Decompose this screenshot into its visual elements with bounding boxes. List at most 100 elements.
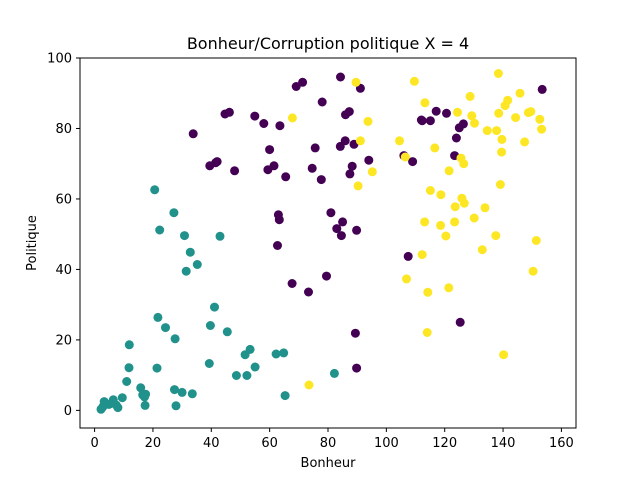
scatter-point bbox=[450, 202, 460, 212]
scatter-point bbox=[444, 166, 454, 176]
scatter-point bbox=[495, 180, 505, 189]
scatter-point bbox=[181, 266, 191, 276]
scatter-point bbox=[310, 143, 320, 153]
scatter-point bbox=[528, 266, 538, 276]
scatter-point bbox=[287, 113, 297, 123]
scatter-point bbox=[403, 251, 413, 261]
scatter-point bbox=[497, 134, 507, 144]
scatter-point bbox=[205, 321, 215, 330]
scatter-point bbox=[367, 167, 377, 177]
scatter-point bbox=[442, 108, 451, 118]
scatter-point bbox=[493, 69, 503, 78]
scatter-point bbox=[450, 217, 460, 227]
scatter-point bbox=[526, 107, 536, 117]
scatter-point bbox=[287, 279, 297, 288]
scatter-point bbox=[451, 133, 461, 143]
scatter-point bbox=[322, 271, 331, 281]
scatter-point bbox=[210, 302, 219, 312]
scatter-point bbox=[304, 380, 314, 390]
scatter-point bbox=[336, 231, 346, 241]
scatter-point bbox=[242, 371, 252, 380]
scatter-point bbox=[122, 377, 132, 386]
y-tick-label: 0 bbox=[64, 404, 72, 419]
scatter-point bbox=[265, 145, 275, 155]
scatter-point bbox=[422, 328, 432, 337]
scatter-point bbox=[436, 190, 446, 200]
x-tick-label: 40 bbox=[203, 436, 220, 451]
scatter-point bbox=[336, 72, 345, 82]
scatter-point bbox=[124, 363, 134, 373]
scatter-point bbox=[298, 77, 308, 87]
scatter-point bbox=[465, 91, 475, 101]
scatter-point bbox=[274, 215, 284, 225]
y-tick-label: 20 bbox=[55, 333, 72, 348]
scatter-point bbox=[470, 118, 479, 128]
y-tick-label: 80 bbox=[55, 122, 72, 137]
scatter-point bbox=[180, 231, 189, 241]
scatter-point bbox=[537, 84, 547, 94]
y-axis: 0 20 40 60 80 100 bbox=[47, 52, 80, 419]
scatter-point bbox=[332, 224, 342, 234]
scatter-point bbox=[231, 371, 241, 380]
scatter-point bbox=[531, 236, 541, 245]
x-tick-label: 100 bbox=[374, 436, 399, 451]
scatter-point bbox=[409, 76, 419, 86]
scatter-point bbox=[503, 95, 513, 105]
y-tick-label: 100 bbox=[47, 52, 72, 67]
scatter-point bbox=[497, 147, 507, 157]
scatter-point bbox=[140, 400, 150, 410]
scatter-point bbox=[352, 363, 362, 373]
scatter-point bbox=[291, 82, 301, 91]
scatter-point bbox=[338, 217, 348, 227]
scatter-point bbox=[224, 107, 234, 117]
scatter-point bbox=[425, 186, 435, 195]
scatter-point bbox=[279, 348, 289, 358]
scatter-point bbox=[482, 126, 492, 136]
scatter-point bbox=[499, 350, 509, 360]
x-tick-label: 0 bbox=[90, 436, 98, 451]
scatter-point bbox=[250, 362, 260, 372]
scatter-point bbox=[307, 163, 317, 173]
scatter-point bbox=[431, 106, 441, 116]
scatter-point bbox=[280, 391, 290, 401]
x-axis: 0 20 40 60 80 100 120 140 160 bbox=[90, 428, 574, 451]
scatter-point bbox=[469, 213, 479, 223]
scatter-point bbox=[467, 111, 477, 121]
scatter-point bbox=[441, 231, 451, 241]
scatter-point bbox=[459, 198, 469, 208]
scatter-point bbox=[344, 107, 354, 117]
x-tick-label: 140 bbox=[491, 436, 516, 451]
scatter-point bbox=[317, 97, 327, 107]
scatter-point bbox=[455, 317, 465, 327]
scatter-point bbox=[395, 136, 404, 146]
scatter-point bbox=[152, 363, 162, 373]
x-axis-label: Bonheur bbox=[301, 456, 357, 471]
scatter-point bbox=[537, 124, 547, 134]
scatter-point bbox=[458, 119, 468, 129]
scatter-point bbox=[347, 161, 357, 171]
scatter-point bbox=[117, 393, 127, 403]
scatter-point bbox=[492, 126, 502, 136]
scatter-point bbox=[136, 383, 146, 393]
x-tick-label: 80 bbox=[320, 436, 337, 451]
scatter-point bbox=[113, 403, 123, 413]
scatter-point bbox=[417, 116, 427, 126]
scatter-point bbox=[425, 116, 435, 126]
x-tick-label: 20 bbox=[145, 436, 162, 451]
scatter-point bbox=[150, 185, 160, 195]
scatter-point bbox=[477, 245, 487, 255]
x-tick-label: 60 bbox=[261, 436, 278, 451]
scatter-point bbox=[271, 349, 281, 359]
scatter-point bbox=[453, 107, 462, 117]
scatter-point bbox=[402, 274, 411, 284]
scatter-point bbox=[192, 260, 202, 269]
scatter-point bbox=[215, 231, 225, 241]
scatter-point bbox=[273, 241, 282, 250]
scatter-point bbox=[511, 113, 521, 123]
scatter-point bbox=[350, 328, 360, 338]
x-tick-label: 160 bbox=[549, 436, 574, 451]
scatter-point bbox=[170, 385, 179, 395]
scatter-point bbox=[353, 181, 363, 191]
